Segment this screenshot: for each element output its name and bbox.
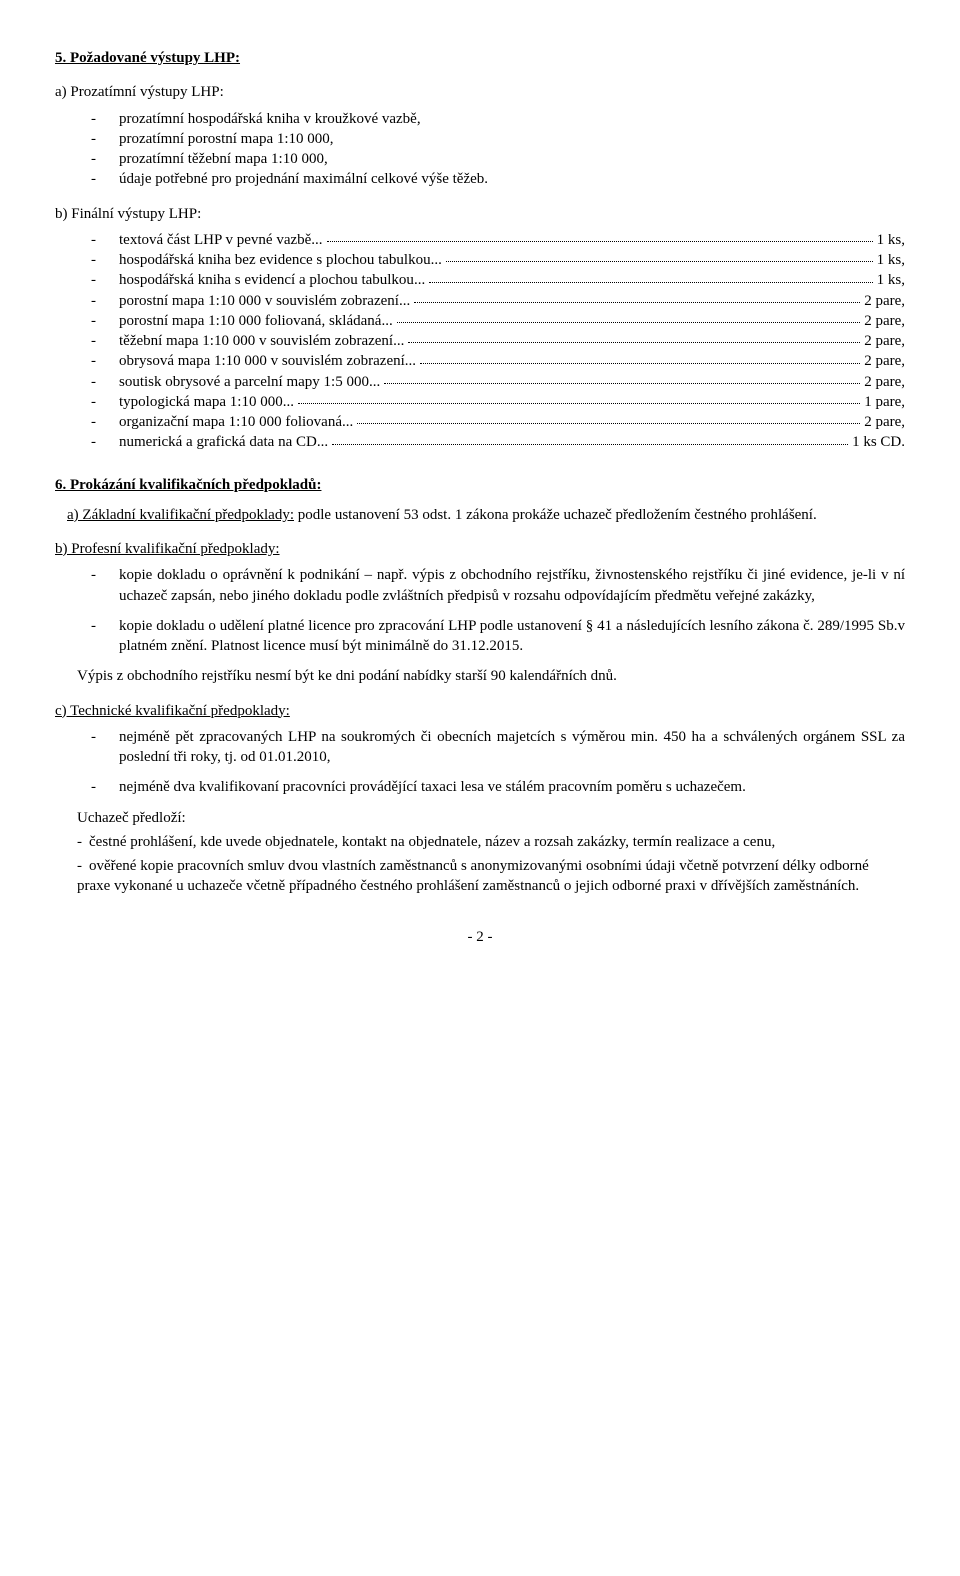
predlozi-intro: Uchazeč předloží: [77,808,905,828]
section-5a-title: a) Prozatímní výstupy LHP: [55,82,905,102]
list-item: -prozatímní porostní mapa 1:10 000, [91,129,905,149]
list-item: -prozatímní hospodářská kniha v kroužkov… [91,109,905,129]
list-item: -nejméně dva kvalifikovaní pracovníci pr… [91,777,905,797]
list-item: -ověřené kopie pracovních smluv dvou vla… [77,856,905,897]
list-item: -nejméně pět zpracovaných LHP na soukrom… [91,727,905,768]
list-item: -numerická a grafická data na CD ...1 ks… [91,432,905,452]
section-6b-title: b) Profesní kvalifikační předpoklady: [55,539,905,559]
list-item: -kopie dokladu o oprávnění k podnikání –… [91,565,905,606]
section-5-title: 5. Požadované výstupy LHP: [55,48,905,68]
list-item: -kopie dokladu o udělení platné licence … [91,616,905,657]
section-5b-title: b) Finální výstupy LHP: [55,204,905,224]
list-item: -údaje potřebné pro projednání maximální… [91,169,905,189]
note-text: Výpis z obchodního rejstříku nesmí být k… [77,666,905,686]
section-6a: a) Základní kvalifikační předpoklady: po… [67,505,905,525]
section-6c-title: c) Technické kvalifikační předpoklady: [55,701,905,721]
list-item: -čestné prohlášení, kde uvede objednatel… [77,832,905,852]
section-6-title: 6. Prokázání kvalifikačních předpokladů: [55,475,905,495]
page-number: - 2 - [55,927,905,947]
list-item: -prozatímní těžební mapa 1:10 000, [91,149,905,169]
